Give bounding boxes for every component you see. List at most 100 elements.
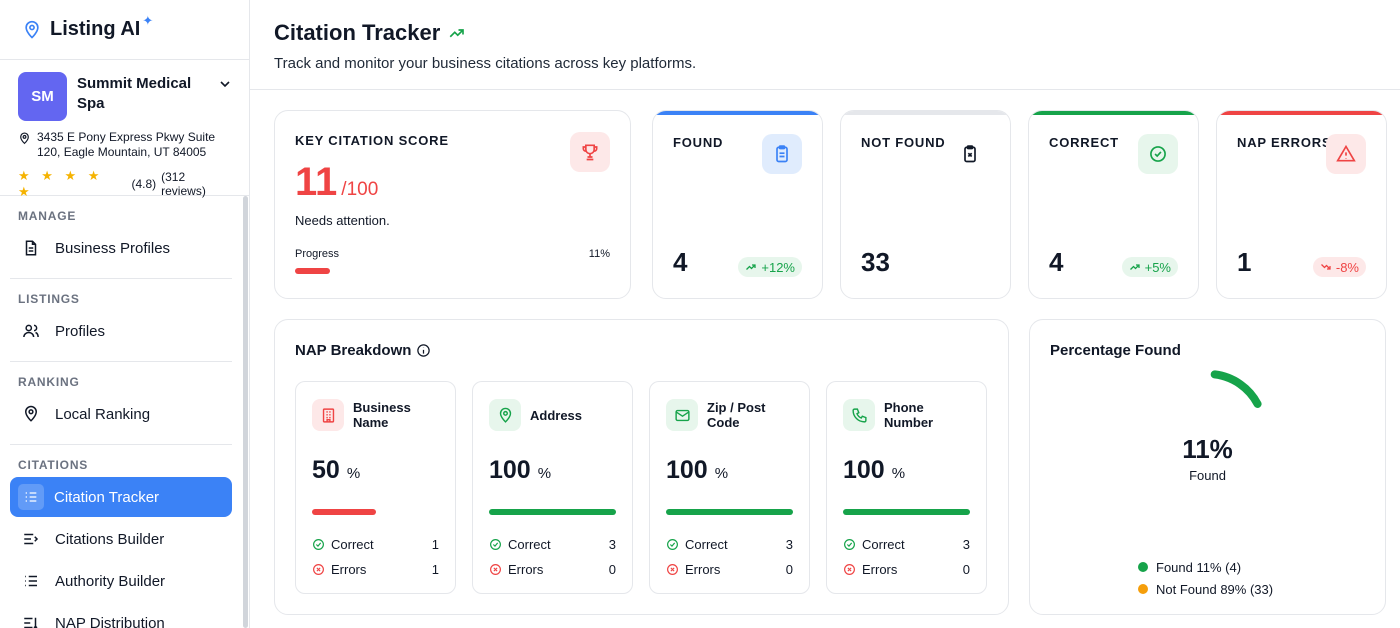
avatar: SM (18, 72, 67, 121)
sidebar-item-authority-builder[interactable]: Authority Builder (10, 561, 232, 601)
legend-item-not-found: Not Found 89% (33) (1138, 578, 1273, 600)
chart-legend: Found 11% (4) Not Found 89% (33) (1138, 556, 1273, 600)
correct-label: Correct (685, 537, 728, 552)
errors-label: Errors (685, 562, 721, 577)
sparkle-icon: ✦ (142, 12, 154, 28)
errors-count: 0 (785, 562, 793, 577)
nap-progress-bar (666, 509, 793, 515)
list-check-icon (25, 492, 37, 502)
legend-label: Found 11% (4) (1156, 559, 1242, 575)
clipboard-icon-tile (762, 134, 802, 174)
location-icon-tile (489, 399, 521, 431)
stat-value: 4 (1049, 247, 1064, 277)
mail-icon-tile (666, 399, 698, 431)
star-rating-icon: ★ ★ ★ ★ ★ (18, 168, 104, 199)
trending-up-icon (746, 264, 757, 270)
warning-icon-tile (1326, 134, 1366, 174)
brand[interactable]: Listing AI ✦ (0, 0, 249, 60)
stat-label: NOT FOUND (861, 135, 946, 150)
card-accent-bar (841, 111, 1010, 115)
chevron-down-icon[interactable] (219, 78, 231, 90)
card-accent-bar (1217, 111, 1386, 115)
nap-item-name: Zip / Post Code (707, 400, 766, 430)
info-icon[interactable] (416, 343, 431, 358)
nap-progress-bar (312, 509, 439, 515)
errors-count: 1 (431, 562, 439, 577)
sidebar-item-nap-distribution[interactable]: NAP Distribution (10, 603, 232, 628)
trophy-icon-tile (570, 132, 610, 172)
delta-badge: +5% (1121, 257, 1178, 277)
divider (10, 361, 232, 362)
review-count: (312 reviews) (161, 170, 206, 198)
trending-up-icon (449, 29, 465, 38)
nap-progress-fill (666, 509, 793, 515)
sidebar-item-label: Profiles (55, 322, 106, 340)
correct-label: Correct (508, 537, 551, 552)
business-address: 3435 E Pony Express Pkwy Suite 120, Eagl… (37, 130, 216, 159)
check-circle-icon (490, 539, 501, 550)
check-circle-icon (1150, 146, 1166, 162)
building-icon (322, 407, 334, 423)
stat-label: FOUND (673, 135, 724, 150)
building-icon-tile (312, 399, 344, 431)
errors-count: 0 (608, 562, 616, 577)
stat-label: CORRECT (1049, 135, 1119, 150)
business-selector[interactable]: SM Summit Medical Spa 3435 E Pony Expres… (0, 60, 249, 199)
nap-percent-unit: % (891, 465, 906, 482)
sidebar-item-local-ranking[interactable]: Local Ranking (10, 394, 232, 434)
score-label: KEY CITATION SCORE (295, 133, 449, 148)
delta-badge: -8% (1312, 257, 1366, 277)
sidebar-item-citations-builder[interactable]: Citations Builder (10, 519, 232, 559)
section-title-ranking: RANKING (18, 375, 80, 389)
legend-item-found: Found 11% (4) (1138, 556, 1273, 578)
citation-score-card: KEY CITATION SCORE 11 /100 Needs attenti… (274, 110, 631, 299)
nap-progress-bar (489, 509, 616, 515)
progress-value: 11% (588, 248, 610, 260)
page-subtitle: Track and monitor your business citation… (274, 55, 697, 72)
sidebar-item-citation-tracker[interactable]: Citation Tracker (10, 477, 232, 517)
nap-progress-fill (843, 509, 970, 515)
location-pin-icon (25, 20, 39, 39)
errors-label: Errors (508, 562, 544, 577)
rating-value: (4.8) (131, 177, 157, 191)
clipboard-icon (776, 145, 788, 163)
clipboard-x-icon (964, 145, 976, 163)
map-pin-icon (20, 132, 29, 145)
nap-progress-bar (843, 509, 970, 515)
location-icon (24, 405, 38, 422)
nap-percent-unit: % (537, 465, 552, 482)
sidebar-scrollbar[interactable] (243, 196, 248, 628)
nap-breakdown-card: NAP Breakdown Business Name 50% Correct 1… (274, 319, 1009, 615)
trending-up-icon (1129, 264, 1140, 270)
trending-down-icon (1320, 264, 1331, 270)
found-donut-chart (1210, 370, 1262, 408)
progress-label: Progress (295, 248, 340, 260)
nap-percent-unit: % (346, 465, 361, 482)
nap-item-zip-code: Zip / Post Code 100% Correct 3 Errors 0 (649, 381, 810, 594)
sidebar-item-profiles[interactable]: Profiles (10, 311, 232, 351)
app-name: Listing AI (50, 18, 141, 40)
legend-dot (1138, 562, 1148, 572)
correct-count: 3 (608, 537, 616, 552)
percentage-caption: Found (1189, 468, 1226, 483)
nap-progress-fill (489, 509, 616, 515)
score-status: Needs attention. (295, 213, 390, 228)
divider (10, 278, 232, 279)
phone-icon (851, 407, 867, 423)
correct-label: Correct (862, 537, 905, 552)
nap-item-name: Address (530, 407, 583, 423)
sidebar-item-business-profiles[interactable]: Business Profiles (10, 228, 232, 268)
nap-percent: 100 (489, 456, 531, 484)
card-accent-bar (653, 111, 822, 115)
progress-bar (295, 268, 612, 274)
stat-value: 33 (861, 247, 890, 277)
divider (10, 444, 232, 445)
sidebar: Listing AI ✦ SM Summit Medical Spa 3435 … (0, 0, 250, 628)
stat-card-not-found: NOT FOUND 33 (840, 110, 1011, 299)
correct-count: 3 (785, 537, 793, 552)
mail-icon (674, 409, 690, 421)
score-denominator: /100 (341, 179, 379, 200)
stat-label: NAP ERRORS (1237, 135, 1332, 150)
delta-value: -8% (1335, 259, 1359, 275)
nap-title: NAP Breakdown (295, 342, 412, 359)
